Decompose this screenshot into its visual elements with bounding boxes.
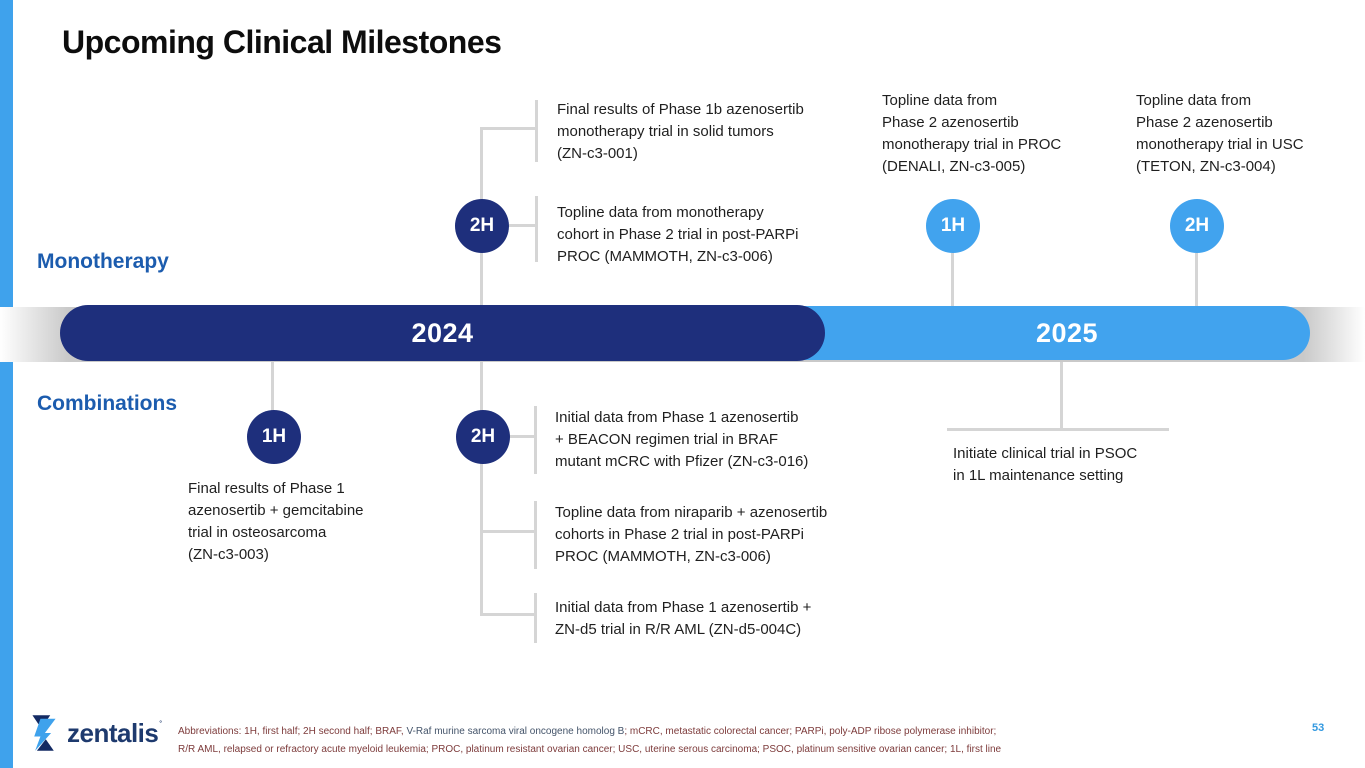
timeline-year-2024: 2024 [60, 305, 825, 361]
milestone-mono-2024-item1: Final results of Phase 1b azenosertib mo… [557, 101, 804, 162]
badge-mono-2025-2h: 2H [1170, 199, 1224, 253]
badge-combo-2024-2h: 2H [456, 410, 510, 464]
abbrev-part2: ; mCRC, metastatic colorectal cancer; PA… [624, 726, 997, 737]
connector-mono2025-stem1 [951, 253, 954, 310]
connector-combo1h-stem [271, 362, 274, 412]
zentalis-logo-trademark: ˚ [159, 720, 163, 730]
zentalis-logo-icon [28, 714, 60, 752]
connector-combo2h-branch1 [509, 435, 537, 438]
badge-mono-2024-2h: 2H [455, 199, 509, 253]
badge-combo-2024-1h: 1H [247, 410, 301, 464]
left-accent-bar [0, 0, 13, 768]
connector-mono2024-tick2 [535, 196, 538, 262]
milestone-combo-2024-item4: Initial data from Phase 1 azenosertib + … [555, 599, 812, 638]
connector-combo2h-tick3 [534, 593, 537, 643]
connector-combo2h-branch3 [480, 613, 537, 616]
milestone-combo-2024-item1: Final results of Phase 1 azenosertib + g… [188, 480, 364, 563]
milestone-combo-2024-item2: Initial data from Phase 1 azenosertib + … [555, 409, 809, 470]
connector-combo2h-main [480, 362, 483, 616]
milestone-mono-2025-item2: Topline data from Phase 2 azenosertib mo… [1136, 92, 1304, 175]
connector-mono2024-tick1 [535, 100, 538, 162]
connector-combo2h-branch2 [480, 530, 537, 533]
milestone-mono-2024-item2: Topline data from monotherapy cohort in … [557, 204, 799, 265]
connector-mono2025-stem2 [1195, 253, 1198, 310]
year-2025-label: 2025 [1035, 317, 1099, 348]
connector-combo2h-tick1 [534, 406, 537, 474]
zentalis-logo: zentalis ˚ [28, 714, 163, 752]
abbrev-line2: R/R AML, relapsed or refractory acute my… [178, 744, 1002, 755]
connector-psoc-stem [1060, 362, 1063, 430]
zentalis-logo-text: zentalis [67, 717, 159, 748]
abbrev-part1: Abbreviations: 1H, first half; 2H second… [178, 726, 407, 737]
page-title: Upcoming Clinical Milestones [62, 24, 502, 60]
timeline-year-2025: 2025 [778, 306, 1310, 360]
monotherapy-label: Monotherapy [37, 250, 169, 273]
badge-mono-2025-1h: 1H [926, 199, 980, 253]
page-number: 53 [1312, 722, 1325, 734]
connector-mono2024-branch2 [509, 224, 537, 227]
connector-psoc-hline [947, 428, 1169, 431]
milestone-mono-2025-item1: Topline data from Phase 2 azenosertib mo… [882, 92, 1062, 175]
combinations-label: Combinations [37, 392, 177, 415]
connector-combo2h-tick2 [534, 501, 537, 569]
milestone-combo-2025-item1: Initiate clinical trial in PSOC in 1L ma… [953, 445, 1138, 484]
year-2024-label: 2024 [411, 317, 474, 348]
abbreviations-footnote: Abbreviations: 1H, first half; 2H second… [178, 723, 1088, 759]
milestone-combo-2024-item3: Topline data from niraparib + azenoserti… [555, 504, 828, 565]
abbrev-braf-definition: V-Raf murine sarcoma viral oncogene homo… [406, 726, 625, 737]
connector-mono2024-branch1 [480, 127, 537, 130]
